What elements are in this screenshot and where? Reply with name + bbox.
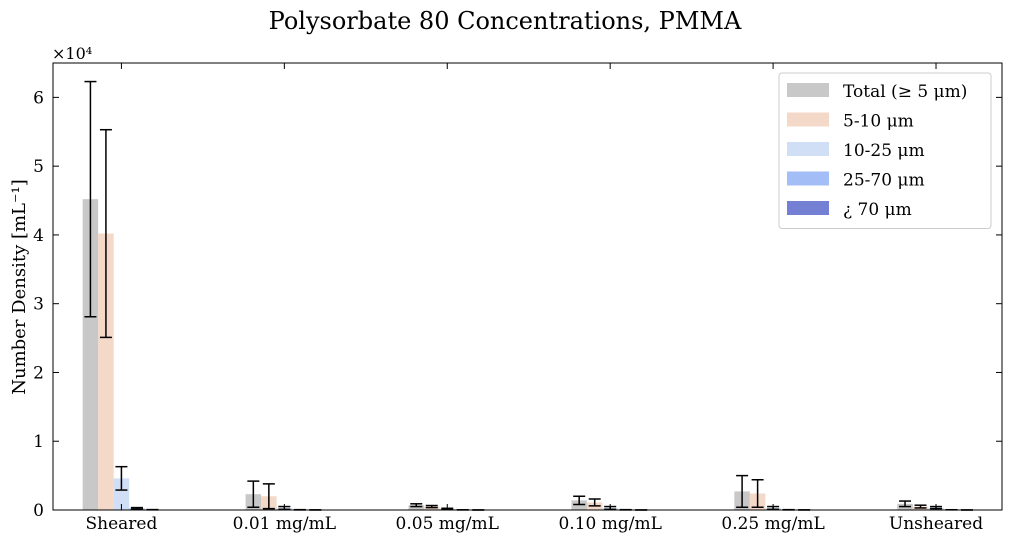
legend-entry: 10-25 μm [843, 141, 925, 161]
legend-swatch [787, 201, 829, 215]
y-tick-label: 1 [33, 432, 44, 452]
legend-entry: ¿ 70 μm [843, 200, 912, 220]
legend-frame [778, 72, 992, 229]
x-tick-label: 0.10 mg/mL [558, 514, 661, 534]
legend: Total (≥ 5 μm) 5-10 μm 10-25 μm 25-70 μm ¿ 7… [778, 72, 992, 229]
chart-title: Polysorbate 80 Concentrations, PMMA [269, 7, 742, 35]
y-tick-label: 6 [33, 88, 44, 108]
y-tick-label: 3 [33, 295, 44, 315]
bar [98, 233, 114, 510]
y-axis-ticks: 0 1 2 3 4 5 6 [33, 88, 1002, 521]
y-tick-label: 5 [33, 157, 44, 177]
x-tick-label: 0.05 mg/mL [396, 514, 499, 534]
legend-swatch [787, 142, 829, 156]
bars-layer [82, 199, 975, 510]
legend-swatch [787, 112, 829, 127]
legend-swatch [787, 171, 829, 186]
x-tick-label: 0.01 mg/mL [233, 514, 336, 534]
y-tick-label: 0 [33, 501, 44, 521]
legend-entry: Total (≥ 5 μm) [843, 82, 967, 102]
legend-entry: 5-10 μm [843, 112, 914, 132]
bar [113, 478, 130, 510]
y-multiplier-label: ×10⁴ [52, 44, 92, 63]
x-axis-ticks: Sheared 0.01 mg/mL 0.05 mg/mL 0.10 mg/mL 0.2… [85, 63, 983, 534]
bar [82, 199, 99, 510]
y-tick-label: 4 [33, 226, 44, 246]
plot-frame [52, 62, 1003, 511]
x-tick-label: 0.25 mg/mL [721, 514, 824, 534]
x-tick-label: Unsheared [889, 514, 983, 534]
y-axis-label: Number Density [mL⁻¹] [9, 179, 30, 395]
bar [408, 505, 425, 510]
legend-entry: 25-70 μm [843, 171, 925, 191]
legend-swatch [787, 83, 829, 97]
y-tick-label: 2 [33, 363, 44, 383]
x-tick-label: Sheared [85, 514, 157, 534]
